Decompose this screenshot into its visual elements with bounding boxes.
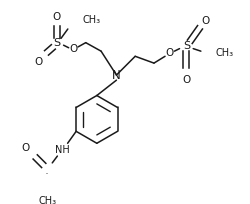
Text: CH₃: CH₃ <box>38 196 56 204</box>
Text: O: O <box>22 143 30 153</box>
Text: CH₃: CH₃ <box>82 15 100 25</box>
Text: N: N <box>112 69 121 82</box>
Text: S: S <box>183 41 190 51</box>
Text: O: O <box>35 57 43 67</box>
Text: O: O <box>52 12 61 22</box>
Text: O: O <box>182 75 190 85</box>
Text: NH: NH <box>55 145 70 155</box>
Text: S: S <box>53 38 60 48</box>
Text: O: O <box>70 44 78 54</box>
Text: CH₃: CH₃ <box>215 48 234 58</box>
Text: O: O <box>165 48 173 58</box>
Text: O: O <box>202 16 210 26</box>
